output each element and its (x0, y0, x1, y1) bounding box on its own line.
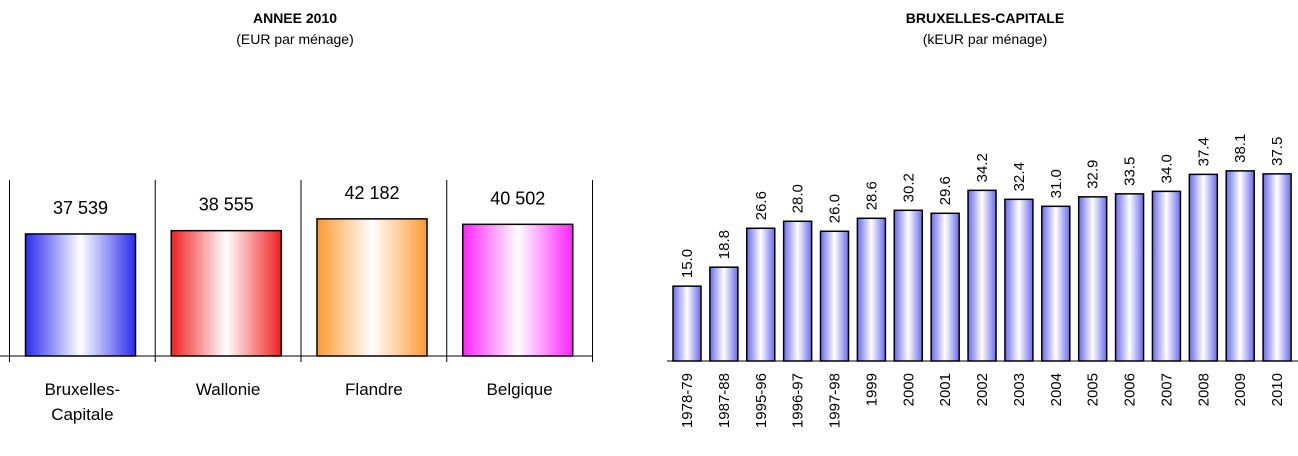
right-bar-15 (1225, 170, 1255, 362)
left-category-label-0-line1: Capitale (51, 405, 113, 424)
right-bar-16 (1262, 173, 1292, 362)
right-category-label-13: 2007 (1158, 373, 1175, 406)
right-value-label-0: 15.0 (679, 249, 696, 278)
right-value-label-1: 18.8 (716, 230, 733, 259)
right-bar-12 (1114, 193, 1145, 362)
right-bar-10 (1041, 205, 1071, 362)
right-category-label-8: 2002 (974, 373, 991, 406)
right-value-label-10: 31.0 (1048, 169, 1065, 198)
right-chart-bars (672, 170, 1292, 362)
right-value-label-4: 26.0 (827, 194, 844, 223)
right-bar-14 (1188, 173, 1219, 362)
right-bar-7 (930, 212, 960, 362)
right-category-label-4: 1997-98 (827, 373, 844, 428)
right-category-label-5: 1999 (863, 373, 880, 406)
right-value-label-7: 29.6 (937, 176, 954, 205)
right-category-label-1: 1987-88 (716, 373, 733, 428)
right-value-label-3: 28.0 (790, 184, 807, 213)
right-bar-11 (1077, 196, 1108, 362)
right-bar-3 (782, 220, 813, 362)
left-bar-1 (170, 229, 282, 357)
right-category-label-12: 2006 (1122, 373, 1139, 406)
right-category-label-10: 2004 (1048, 373, 1065, 406)
right-category-label-0: 1978-79 (679, 373, 696, 428)
left-chart-bars (24, 218, 574, 357)
right-bar-2 (746, 227, 776, 362)
right-bar-8 (967, 189, 997, 362)
right-bar-13 (1151, 190, 1182, 362)
right-category-label-6: 2000 (900, 373, 917, 406)
right-value-label-6: 30.2 (900, 173, 917, 202)
left-chart-title: ANNEE 2010 (253, 10, 337, 26)
right-chart-subtitle: (kEUR par ménage) (923, 31, 1048, 47)
right-category-label-11: 2005 (1085, 373, 1102, 406)
right-category-label-16: 2010 (1269, 373, 1286, 406)
right-category-label-2: 1995-96 (753, 373, 770, 428)
right-category-label-3: 1996-97 (790, 373, 807, 428)
right-bar-6 (893, 209, 924, 362)
left-chart-value-labels: 37 539 38 555 42 182 40 502 (53, 183, 545, 218)
left-bar-2 (316, 218, 428, 357)
left-value-label-2: 42 182 (344, 183, 399, 203)
right-value-label-9: 32.4 (1011, 162, 1028, 191)
chart-left: ANNEE 2010 (EUR par ménage) 37 539 38 555… (0, 10, 593, 424)
left-category-label-3: Belgique (487, 380, 553, 399)
right-chart-value-labels: 15.0 18.8 26.6 28.0 26.0 28.6 30.2 29.6 34.2 32.4… (679, 134, 1286, 278)
right-bar-0 (672, 285, 702, 362)
left-chart-subtitle: (EUR par ménage) (236, 31, 354, 47)
right-value-label-16: 37.5 (1269, 137, 1286, 166)
right-category-label-14: 2008 (1195, 373, 1212, 406)
right-chart-title: BRUXELLES-CAPITALE (906, 10, 1064, 26)
chart-right: BRUXELLES-CAPITALE (kEUR par ménage) 15.… (667, 10, 1298, 428)
left-value-label-1: 38 555 (199, 195, 254, 215)
left-category-label-1: Wallonie (196, 380, 261, 399)
left-value-label-3: 40 502 (490, 188, 545, 208)
right-value-label-15: 38.1 (1232, 134, 1249, 163)
right-value-label-14: 37.4 (1195, 137, 1212, 166)
left-chart-category-labels: Bruxelles- Capitale Wallonie Flandre Belgiqu… (45, 380, 553, 424)
right-value-label-11: 32.9 (1085, 160, 1102, 189)
right-value-label-2: 26.6 (753, 191, 770, 220)
left-bar-0 (24, 233, 137, 357)
right-bar-5 (856, 217, 887, 362)
left-value-label-0: 37 539 (53, 198, 108, 218)
right-value-label-13: 34.0 (1158, 154, 1175, 183)
right-value-label-8: 34.2 (974, 153, 991, 182)
right-category-label-15: 2009 (1232, 373, 1249, 406)
right-value-label-5: 28.6 (863, 181, 880, 210)
right-category-label-7: 2001 (937, 373, 954, 406)
right-bar-4 (819, 230, 850, 362)
right-category-label-9: 2003 (1011, 373, 1028, 406)
left-category-label-2: Flandre (345, 380, 403, 399)
right-chart-category-labels: 1978-79 1987-88 1995-96 1996-97 1997-98 1999 2… (679, 373, 1286, 428)
left-category-label-0: Bruxelles- (45, 380, 121, 399)
right-value-label-12: 33.5 (1122, 157, 1139, 186)
right-bar-9 (1004, 198, 1034, 362)
right-bar-1 (709, 266, 739, 362)
left-bar-3 (462, 223, 574, 357)
